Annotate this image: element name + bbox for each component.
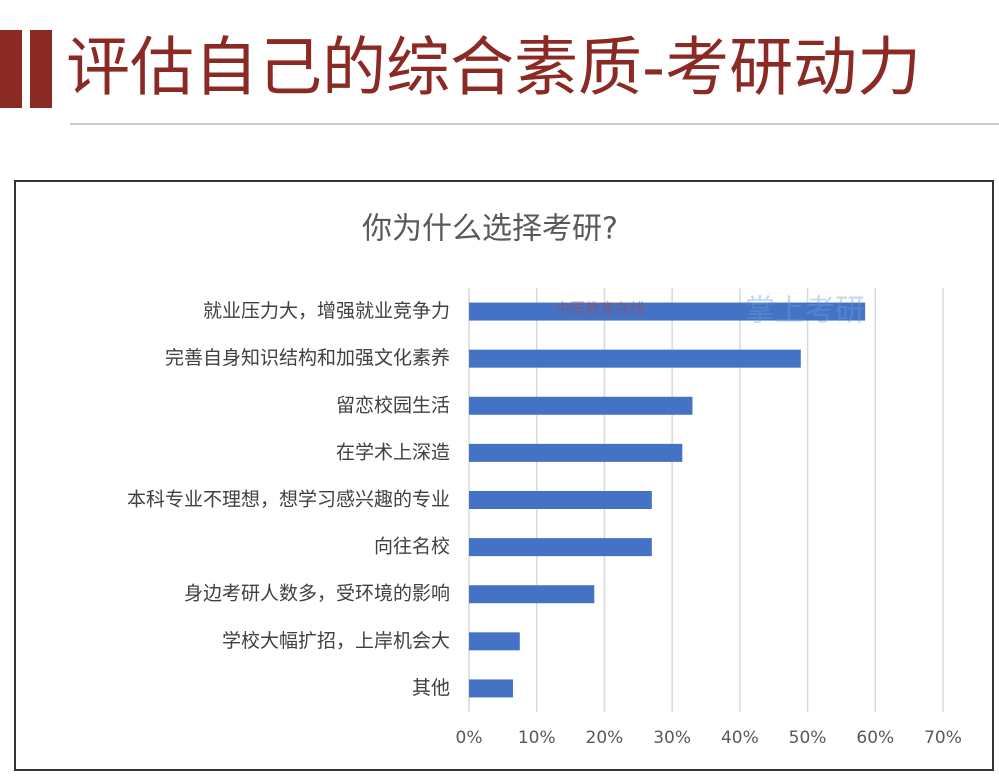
chart-frame bbox=[14, 180, 994, 771]
bar bbox=[469, 302, 866, 321]
y-tick-label: 留恋校园生活 bbox=[336, 394, 450, 416]
x-tick-label: 40% bbox=[721, 728, 759, 748]
watermark: 中国教育在线 bbox=[555, 300, 645, 318]
y-tick-label: 本科专业不理想，想学习感兴趣的专业 bbox=[127, 489, 450, 511]
title-bar bbox=[0, 30, 22, 108]
title-bar bbox=[30, 30, 52, 108]
bar bbox=[469, 679, 514, 698]
x-tick-label: 60% bbox=[856, 728, 894, 748]
x-tick-label: 0% bbox=[456, 728, 483, 748]
x-tick-label: 70% bbox=[924, 728, 962, 748]
x-tick-label: 30% bbox=[653, 728, 691, 748]
bar bbox=[469, 443, 683, 462]
bar bbox=[469, 585, 595, 604]
bar bbox=[469, 632, 520, 651]
x-tick-label: 50% bbox=[789, 728, 827, 748]
bar bbox=[469, 349, 801, 368]
slide-title: 评估自己的综合素质-考研动力 bbox=[66, 32, 921, 106]
y-tick-label: 其他 bbox=[412, 677, 450, 699]
bar bbox=[469, 538, 652, 557]
y-tick-label: 学校大幅扩招，上岸机会大 bbox=[222, 630, 450, 652]
y-tick-label: 身边考研人数多，受环境的影响 bbox=[184, 583, 450, 605]
x-tick-label: 10% bbox=[518, 728, 556, 748]
y-tick-label: 就业压力大，增强就业竞争力 bbox=[203, 300, 450, 322]
y-tick-label: 向往名校 bbox=[374, 536, 450, 558]
y-tick-label: 完善自身知识结构和加强文化素养 bbox=[165, 347, 450, 369]
chart-title: 你为什么选择考研? bbox=[362, 212, 618, 247]
y-tick-label: 在学术上深造 bbox=[336, 441, 450, 463]
plot: 0% 10% 20% 30% 40% 50% 60% 70% 就业压力大，增强就业竞争力完善自身… bbox=[127, 288, 962, 748]
bar bbox=[469, 491, 652, 509]
watermark: 掌上考研 bbox=[745, 294, 865, 329]
x-tick-label: 20% bbox=[586, 728, 624, 748]
bar bbox=[469, 396, 693, 415]
